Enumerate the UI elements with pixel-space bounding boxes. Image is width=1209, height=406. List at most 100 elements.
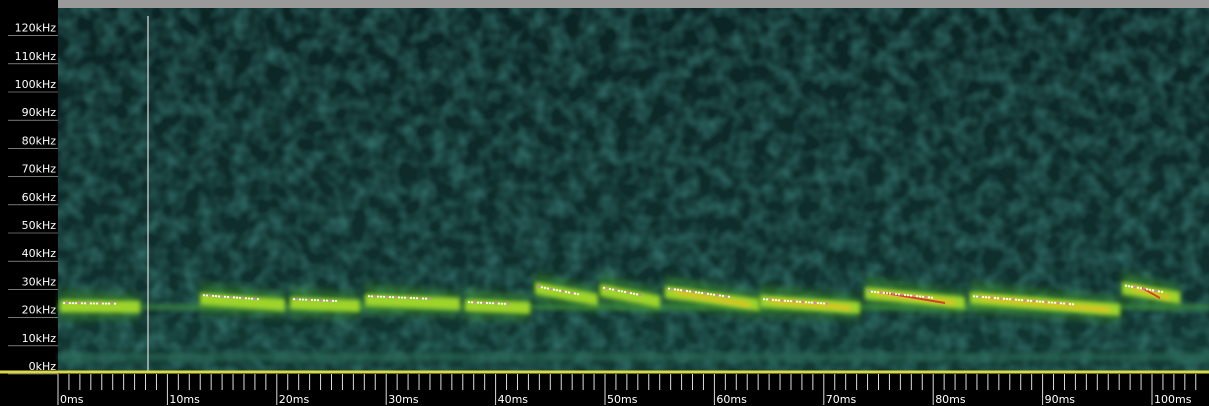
- trace-dot: [786, 299, 790, 303]
- trace-dot: [670, 287, 674, 291]
- trace-dot: [1014, 298, 1018, 301]
- trace-dot: [635, 293, 639, 296]
- trace-dot: [996, 297, 1000, 300]
- trace-dot: [1059, 302, 1063, 305]
- trace-dot: [310, 298, 314, 302]
- trace-dot: [98, 302, 102, 305]
- y-tick-label: 80kHz: [22, 134, 57, 147]
- trace-dot: [676, 288, 680, 291]
- trace-dot: [202, 294, 206, 297]
- trace-dot: [214, 295, 218, 298]
- trace-dot: [256, 297, 260, 301]
- trace-dot: [1160, 290, 1164, 293]
- trace-dot: [876, 291, 880, 294]
- trace-dot: [394, 296, 398, 299]
- trace-dot: [972, 295, 976, 298]
- trace-dot: [873, 290, 877, 294]
- trace-dot: [232, 296, 236, 299]
- trace-dot: [975, 295, 979, 298]
- x-tick-label: 30ms: [388, 393, 419, 406]
- trace-dot: [888, 292, 892, 295]
- trace-dot: [292, 298, 296, 301]
- trace-dot: [885, 292, 889, 295]
- trace-dot: [724, 295, 728, 298]
- y-tick-label: 70kHz: [22, 163, 57, 176]
- trace-dot: [1053, 301, 1057, 304]
- trace-dot: [113, 302, 117, 305]
- trace-dot: [307, 298, 311, 301]
- trace-dot: [567, 291, 571, 294]
- call-core: [770, 299, 850, 310]
- trace-dot: [709, 293, 713, 296]
- trace-dot: [620, 290, 624, 293]
- trace-dot: [1038, 300, 1042, 303]
- y-tick-label: 120kHz: [15, 22, 57, 35]
- trace-dot: [1127, 285, 1131, 288]
- trace-dot: [629, 292, 633, 295]
- trace-dot: [1133, 286, 1137, 289]
- trace-dot: [322, 299, 326, 302]
- trace-dot: [226, 295, 230, 299]
- trace-dot: [491, 302, 495, 305]
- x-tick-label: 70ms: [826, 393, 857, 406]
- trace-dot: [379, 295, 383, 298]
- trace-dot: [95, 302, 99, 305]
- trace-dot: [1044, 300, 1048, 304]
- trace-dot: [638, 293, 642, 297]
- trace-dot: [912, 294, 916, 297]
- trace-dot: [235, 296, 239, 299]
- trace-dot: [900, 293, 904, 296]
- trace-dot: [62, 301, 66, 305]
- call: [365, 294, 460, 310]
- trace-dot: [406, 296, 410, 299]
- trace-dot: [325, 299, 329, 302]
- trace-dot: [540, 286, 544, 289]
- trace-dot: [328, 299, 332, 302]
- trace-dot: [682, 289, 686, 292]
- trace-dot: [104, 302, 108, 305]
- trace-dot: [319, 299, 323, 302]
- y-tick-label: 40kHz: [22, 247, 57, 260]
- trace-dot: [301, 298, 305, 301]
- trace-dot: [107, 302, 111, 305]
- trace-dot: [424, 297, 428, 300]
- call-core: [675, 290, 750, 307]
- trace-dot: [1068, 302, 1072, 306]
- trace-dot: [403, 296, 407, 299]
- trace-dot: [882, 291, 886, 294]
- trace-dot: [921, 295, 925, 298]
- trace-dot: [334, 299, 338, 303]
- trace-dot: [1011, 298, 1015, 301]
- trace-dot: [244, 297, 248, 300]
- trace-dot: [768, 298, 772, 301]
- trace-dot: [909, 294, 913, 297]
- trace-dot: [83, 302, 87, 305]
- trace-dot: [816, 301, 820, 305]
- x-tick-label: 0ms: [60, 393, 84, 406]
- trace-dot: [549, 287, 553, 291]
- trace-dot: [250, 297, 254, 300]
- trace-dot: [801, 300, 805, 304]
- trace-dot: [721, 294, 725, 298]
- trace-dot: [86, 302, 90, 305]
- trace-dot: [415, 297, 419, 300]
- x-tick-label: 40ms: [498, 393, 529, 406]
- trace-dot: [367, 295, 371, 298]
- trace-dot: [316, 299, 320, 302]
- trace-dot: [376, 295, 380, 298]
- trace-dot: [623, 290, 627, 294]
- trace-dot: [605, 287, 609, 290]
- trace-dot: [570, 291, 574, 295]
- trace-dot: [822, 302, 826, 305]
- trace-dot: [1065, 302, 1069, 305]
- trace-dot: [891, 292, 895, 295]
- trace-dot: [795, 300, 799, 303]
- trace-dot: [1050, 301, 1054, 304]
- trace-dot: [473, 301, 477, 304]
- call-peak: [885, 292, 945, 304]
- trace-dot: [727, 295, 731, 298]
- trace-dot: [223, 295, 227, 298]
- trace-dot: [694, 291, 698, 294]
- trace-dot: [903, 293, 907, 297]
- trace-dot: [611, 288, 615, 291]
